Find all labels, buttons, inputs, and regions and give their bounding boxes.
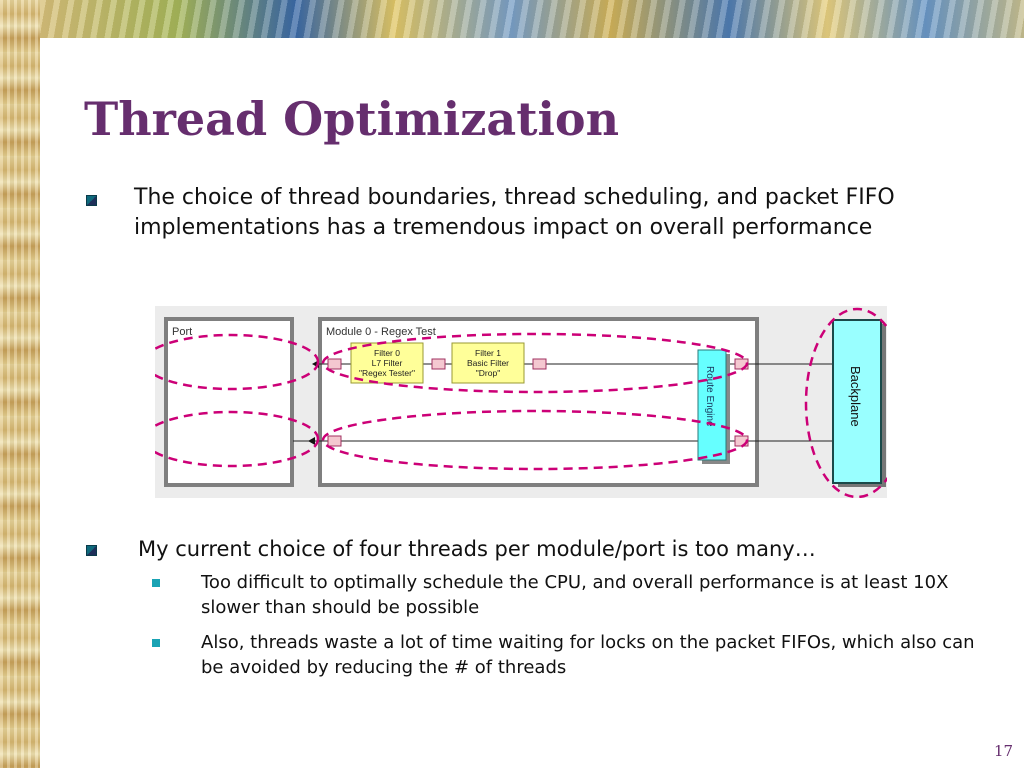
thread-outline-module-tx: [321, 409, 749, 471]
sub-bullet-square-icon: [152, 579, 160, 587]
thread-outline-module-rx: [321, 332, 749, 394]
route-engine-box: [697, 349, 727, 461]
bullet-2-text: My current choice of four threads per mo…: [138, 537, 816, 561]
page-number: 17: [994, 742, 1014, 760]
bullet-square-icon: [86, 195, 97, 206]
filter-0-box: [350, 342, 424, 384]
left-decorative-strip: [0, 0, 40, 768]
filter-0-line3: "Regex Tester": [359, 368, 415, 378]
top-decorative-strip: [40, 0, 1024, 38]
port-box: [164, 317, 294, 487]
fifo-marker: [431, 358, 446, 370]
thread-outline-port-rx: [155, 333, 320, 391]
bottom-flow-arrow-icon: [308, 437, 315, 445]
backplane-label: Backplane: [848, 366, 863, 427]
bullet-1: The choice of thread boundaries, thread …: [86, 183, 966, 243]
bullet-square-icon: [86, 545, 97, 556]
sub-bullet-1: Too difficult to optimally schedule the …: [152, 570, 992, 620]
slide-title: Thread Optimization: [84, 92, 620, 146]
filter-1-line2: Basic Filter: [467, 358, 509, 368]
fifo-marker: [327, 435, 342, 447]
sub-bullet-1-text: Too difficult to optimally schedule the …: [201, 572, 949, 618]
thread-outline-backplane: [804, 307, 887, 498]
filter-1-line3: "Drop": [476, 368, 500, 378]
port-label: Port: [172, 326, 192, 338]
module-label: Module 0 - Regex Test: [326, 326, 436, 338]
bullet-1-text: The choice of thread boundaries, thread …: [134, 185, 895, 240]
filter-0-line2: L7 Filter: [372, 358, 403, 368]
thread-diagram: Port Module 0 - Regex Test Filter 0 L7 F…: [155, 306, 887, 498]
thread-outline-port-tx: [155, 410, 320, 468]
sub-bullet-2: Also, threads waste a lot of time waitin…: [152, 630, 992, 680]
filter-1-box: [451, 342, 525, 384]
sub-bullet-square-icon: [152, 639, 160, 647]
fifo-marker: [327, 358, 342, 370]
fifo-marker: [532, 358, 547, 370]
sub-bullet-2-text: Also, threads waste a lot of time waitin…: [201, 632, 975, 678]
backplane-box: [832, 319, 882, 484]
filter-0-line1: Filter 0: [374, 348, 400, 358]
route-engine-label: Route Engine: [704, 366, 715, 427]
bullet-2: My current choice of four threads per mo…: [86, 535, 986, 563]
filter-1-line1: Filter 1: [475, 348, 501, 358]
